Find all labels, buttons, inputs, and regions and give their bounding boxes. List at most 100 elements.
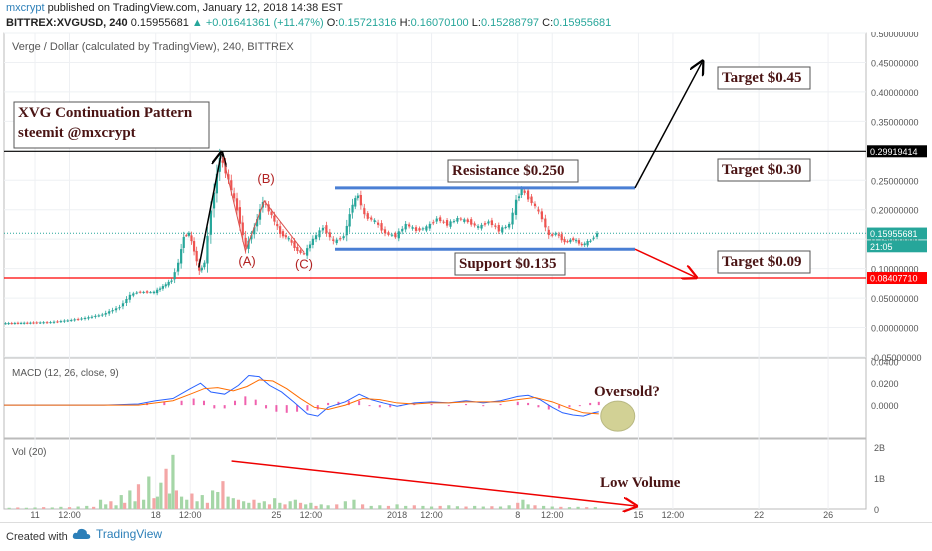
volume-bar: [273, 498, 277, 509]
candle-body: [182, 237, 185, 248]
volume-bar: [98, 499, 103, 509]
macd-histogram-bar: [558, 405, 561, 409]
candle-body: [523, 190, 526, 193]
candle-body: [501, 227, 504, 233]
candle-body: [540, 211, 543, 220]
target-030-label-text: Target $0.30: [722, 162, 801, 178]
candle-body: [439, 217, 442, 222]
candle-body: [128, 294, 131, 300]
tradingview-logo[interactable]: TradingView: [72, 527, 162, 541]
candle-body: [142, 291, 145, 293]
time-tick-label: 12:00: [541, 510, 564, 520]
candle-body: [4, 323, 7, 325]
volume-bar: [205, 502, 210, 509]
price-chart[interactable]: 0.50000000 0.45000000 0.40000000 0.35000000…: [0, 32, 932, 522]
author-link[interactable]: mxcrypt: [6, 2, 45, 14]
volume-bar: [498, 506, 503, 509]
candle-body: [111, 310, 114, 312]
macd-histogram-bar: [516, 401, 519, 406]
oversold-circle: [600, 400, 636, 432]
candle-body: [180, 249, 183, 264]
price-tick-label: 0.00000000: [871, 324, 919, 334]
price-label-box: [867, 227, 927, 240]
candle-body: [577, 240, 581, 244]
volume-tick-label: 1B: [874, 474, 885, 484]
tradingview-brand: TradingView: [96, 527, 163, 541]
candle-body: [13, 323, 16, 325]
volume-bar: [455, 506, 460, 509]
candle-body: [19, 323, 23, 325]
candle-body: [359, 195, 362, 206]
price-tick-label: 0.15000000: [871, 235, 919, 245]
volume-bar: [507, 505, 511, 509]
candle-body: [139, 291, 142, 293]
volume-bar: [288, 501, 292, 509]
candle-body: [104, 313, 107, 315]
volume-bar: [464, 506, 468, 509]
candle-body: [149, 292, 152, 294]
candle-body: [401, 228, 404, 232]
candle-body: [551, 234, 554, 236]
candle-body: [592, 237, 595, 239]
candle-body: [70, 320, 73, 322]
candle-body: [306, 248, 309, 256]
time-tick-label: 12:00: [300, 510, 323, 520]
support-label-text: Support $0.135: [459, 256, 557, 272]
candle-body: [258, 209, 262, 220]
candle-body: [557, 234, 560, 236]
created-with-label: Created with: [6, 531, 68, 543]
resistance-label-text: Resistance $0.250: [452, 163, 565, 179]
impulse-arrow: [198, 154, 221, 268]
candle-body: [572, 238, 575, 241]
candle-body: [209, 210, 212, 235]
candle-body: [452, 221, 456, 223]
candle-body: [125, 299, 128, 303]
volume-bar: [24, 507, 29, 509]
volume-bar: [67, 507, 72, 509]
candle-body: [311, 238, 314, 245]
candle-body: [314, 235, 318, 240]
volume-bar: [221, 481, 225, 509]
volume-bar: [136, 484, 141, 509]
candle-body: [59, 321, 62, 323]
wave-label: (C): [295, 257, 313, 272]
time-tick-label: 8: [515, 510, 520, 520]
candle-body: [490, 220, 493, 226]
candle-body: [580, 244, 583, 246]
candle-body: [470, 219, 473, 225]
volume-tick-label: 2B: [874, 443, 885, 453]
candle-body: [118, 307, 121, 309]
candle-body: [42, 322, 45, 324]
candle-body: [373, 220, 376, 223]
volume-bar: [438, 505, 442, 509]
candle-body: [442, 221, 445, 223]
candle-body: [195, 250, 198, 262]
macd-histogram-bar: [275, 405, 278, 412]
price-label-text: 0.15955681: [870, 229, 918, 239]
volume-bar: [304, 504, 308, 509]
candle-body: [63, 320, 66, 322]
volume-bar: [236, 499, 241, 509]
candle-body: [497, 225, 500, 232]
candle-body: [7, 323, 10, 325]
macd-histogram-bar: [578, 405, 581, 407]
candle-body: [49, 322, 52, 324]
candle-body: [56, 321, 59, 323]
candle-body: [238, 207, 242, 224]
volume-bar: [159, 482, 163, 509]
candle-body: [39, 322, 42, 324]
price-tick-label: 0.45000000: [871, 58, 919, 68]
time-tick-label: 15: [633, 510, 643, 520]
candle-body: [480, 224, 483, 229]
macd-pane: [3, 357, 867, 439]
candle-body: [514, 199, 518, 215]
candle-body: [152, 291, 156, 294]
volume-bar: [481, 506, 485, 509]
candle-body: [363, 208, 366, 215]
volume-bar: [521, 499, 525, 509]
volume-title: Vol (20): [12, 447, 46, 458]
candle-body: [589, 240, 592, 242]
candle-body: [544, 218, 547, 228]
volume-trend-line: [231, 460, 635, 506]
macd-histogram-bar: [163, 401, 166, 406]
